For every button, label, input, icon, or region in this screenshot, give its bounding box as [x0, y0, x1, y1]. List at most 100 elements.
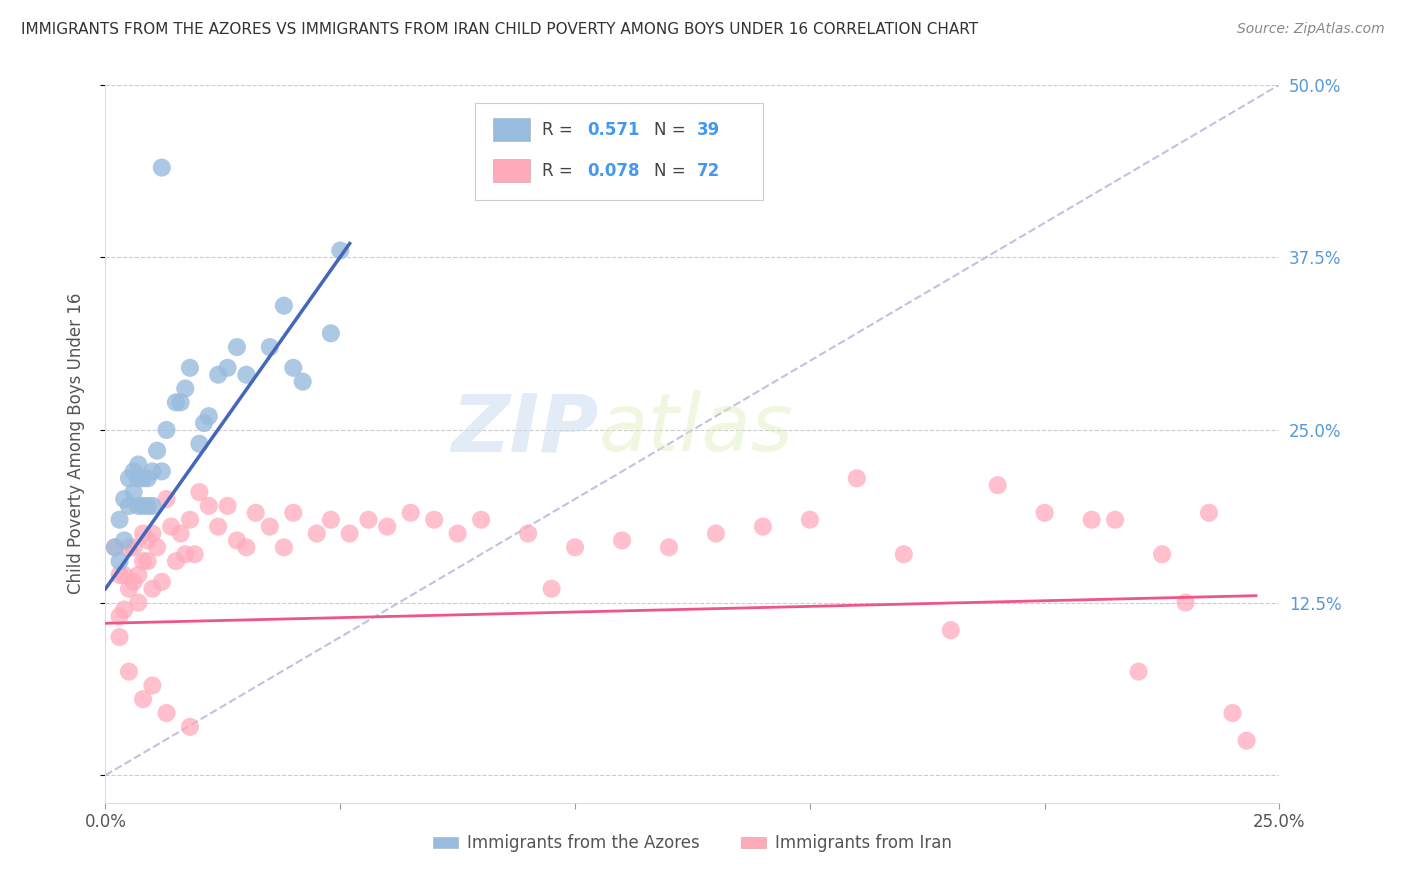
Point: [146, 541, 169, 555]
Point: [470, 513, 492, 527]
Point: [540, 582, 562, 596]
Point: [193, 416, 215, 430]
Point: [226, 533, 249, 548]
Point: [141, 678, 163, 692]
Point: [329, 244, 352, 258]
Point: [1104, 513, 1126, 527]
Point: [127, 471, 149, 485]
Point: [122, 541, 145, 555]
Point: [375, 519, 398, 533]
Point: [197, 499, 219, 513]
Point: [132, 471, 155, 485]
Point: [939, 623, 962, 637]
Text: 72: 72: [697, 162, 720, 180]
Point: [174, 382, 197, 396]
Legend: Immigrants from the Azores, Immigrants from Iran: Immigrants from the Azores, Immigrants f…: [427, 828, 957, 859]
Point: [319, 326, 342, 341]
Point: [1198, 506, 1220, 520]
Point: [141, 526, 163, 541]
Point: [108, 630, 131, 644]
Text: 39: 39: [697, 121, 720, 139]
Point: [141, 464, 163, 478]
Point: [104, 541, 127, 555]
Point: [179, 360, 201, 375]
Point: [291, 375, 314, 389]
Point: [127, 596, 149, 610]
Point: [118, 541, 141, 555]
Point: [132, 526, 155, 541]
Point: [1174, 596, 1197, 610]
Point: [1236, 733, 1258, 747]
Point: [610, 533, 633, 548]
Point: [104, 541, 127, 555]
Point: [150, 574, 173, 589]
Point: [108, 554, 131, 568]
Text: N =: N =: [654, 121, 690, 139]
Bar: [494, 119, 530, 142]
Point: [136, 533, 159, 548]
Point: [207, 368, 229, 382]
Point: [188, 436, 211, 450]
Point: [122, 574, 145, 589]
Point: [235, 541, 257, 555]
Point: [108, 568, 131, 582]
Point: [259, 519, 281, 533]
Point: [122, 464, 145, 478]
Point: [179, 513, 201, 527]
Point: [357, 513, 380, 527]
Point: [893, 547, 915, 561]
Point: [658, 541, 681, 555]
Point: [150, 464, 173, 478]
Point: [207, 519, 229, 533]
Text: ZIP: ZIP: [451, 391, 599, 468]
Point: [108, 513, 131, 527]
Point: [273, 541, 295, 555]
Point: [339, 526, 361, 541]
Point: [141, 499, 163, 513]
Point: [845, 471, 868, 485]
Point: [305, 526, 328, 541]
Point: [752, 519, 775, 533]
Point: [118, 471, 141, 485]
Point: [319, 513, 342, 527]
Point: [169, 526, 191, 541]
Text: atlas: atlas: [599, 391, 793, 468]
Point: [146, 443, 169, 458]
Point: [564, 541, 586, 555]
Point: [118, 665, 141, 679]
Point: [1222, 706, 1244, 720]
Point: [160, 519, 183, 533]
Point: [118, 582, 141, 596]
Point: [112, 491, 135, 506]
FancyBboxPatch shape: [475, 103, 763, 200]
Point: [179, 720, 201, 734]
Point: [141, 582, 163, 596]
Point: [1128, 665, 1150, 679]
Point: [235, 368, 257, 382]
Point: [217, 360, 239, 375]
Point: [259, 340, 281, 354]
Point: [273, 299, 295, 313]
Point: [108, 609, 131, 624]
Point: [127, 458, 149, 472]
Point: [127, 568, 149, 582]
Point: [1080, 513, 1102, 527]
Point: [283, 506, 305, 520]
Text: 0.571: 0.571: [586, 121, 640, 139]
Point: [987, 478, 1010, 492]
Point: [150, 161, 173, 175]
Point: [1033, 506, 1056, 520]
Point: [112, 533, 135, 548]
Point: [188, 485, 211, 500]
Text: R =: R =: [543, 121, 578, 139]
Point: [112, 568, 135, 582]
Point: [132, 499, 155, 513]
Text: Source: ZipAtlas.com: Source: ZipAtlas.com: [1237, 22, 1385, 37]
Point: [226, 340, 249, 354]
Point: [132, 554, 155, 568]
Point: [169, 395, 191, 409]
Point: [399, 506, 422, 520]
Point: [118, 499, 141, 513]
Point: [155, 423, 177, 437]
Point: [197, 409, 219, 424]
